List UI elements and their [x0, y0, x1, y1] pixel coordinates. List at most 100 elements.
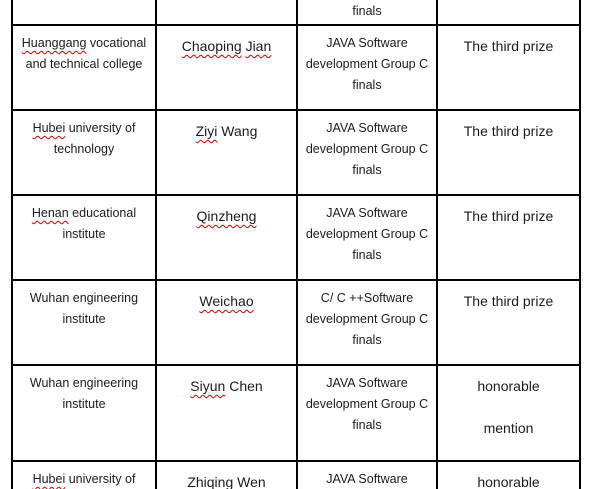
cell-line: C/ C ++Software [299, 288, 435, 309]
cell-line: and technical college [14, 54, 154, 75]
word: Chen [225, 378, 263, 394]
word: mention [483, 420, 534, 436]
word: development Group C [305, 57, 429, 71]
cell-line: development Group C [299, 394, 435, 415]
cell-prize[interactable]: honorable mention [436, 364, 581, 462]
word: JAVA Software [326, 376, 408, 390]
table-body: finals Huanggang vocational and technical… [11, 0, 581, 489]
word: institute [62, 397, 106, 411]
cell-line: Zhiqing Wen [158, 472, 295, 489]
results-table-wrap: finals Huanggang vocational and technical… [11, 0, 581, 489]
cell-college[interactable]: Henan educational institute [11, 194, 157, 281]
table-row: Wuhan engineering institute Siyun Chen JAVA… [11, 364, 581, 462]
misspelled-word: Ziyi [195, 123, 218, 139]
misspelled-word: Chaoping [181, 38, 242, 54]
cell-line: Wuhan engineering [14, 288, 154, 309]
cell-college[interactable]: Hubei university of technology [11, 109, 157, 196]
table-row: Wuhan engineering institute Weichao C/ C ++… [11, 279, 581, 366]
word: C/ C ++Software [320, 291, 414, 305]
cell-line: JAVA Software [299, 118, 435, 139]
cell-line: JAVA Software [299, 373, 435, 394]
cell-line: JAVA Software [299, 33, 435, 54]
cell-college[interactable]: Wuhan engineering institute [11, 279, 157, 366]
word: finals [352, 163, 382, 177]
word: finals [352, 248, 382, 262]
cell-name[interactable]: Zhiqing Wen [155, 460, 298, 489]
cell-line: Qinzheng [158, 206, 295, 227]
cell-prize[interactable]: The third prize [436, 24, 581, 111]
cell-name[interactable]: Chaoping Jian [155, 24, 298, 111]
cell-line: Chaoping Jian [158, 36, 295, 57]
misspelled-word: Huanggang [21, 36, 87, 50]
cell-line: technology [14, 139, 154, 160]
word: The third prize [463, 208, 554, 224]
cell-name[interactable]: Ziyi Wang [155, 109, 298, 196]
word: finals [352, 333, 382, 347]
word: JAVA Software [326, 121, 408, 135]
cell-line: Hubei university of [14, 118, 154, 139]
cell-line: development Group C [299, 54, 435, 75]
cell-name[interactable] [155, 0, 298, 26]
word: vocational [86, 36, 147, 50]
cell-category[interactable]: JAVA Software development Group C finals [296, 24, 438, 111]
cell-name[interactable]: Qinzheng [155, 194, 298, 281]
cell-college[interactable] [11, 0, 157, 26]
word: Wen [233, 474, 266, 489]
word: honorable [477, 474, 540, 489]
table-row: Henan educational institute Qinzheng JAVA S… [11, 194, 581, 281]
cell-line: finals [299, 160, 435, 181]
cell-line: development Group C [299, 224, 435, 245]
word: development Group C [305, 397, 429, 411]
word: honorable [477, 378, 540, 394]
word: development Group C [305, 227, 429, 241]
cell-line: honorable [439, 376, 578, 397]
cell-prize[interactable]: The third prize [436, 109, 581, 196]
cell-college[interactable]: Huanggang vocational and technical colleg… [11, 24, 157, 111]
cell-prize[interactable] [436, 0, 581, 26]
cell-category[interactable]: JAVA Software development Group C finals [296, 109, 438, 196]
cell-line: Wuhan engineering [14, 373, 154, 394]
word: JAVA Software [326, 36, 408, 50]
word: university of [65, 121, 136, 135]
misspelled-word: Henan [31, 206, 69, 220]
cell-line: finals [299, 1, 435, 22]
cell-name[interactable]: Weichao [155, 279, 298, 366]
table-row: Huanggang vocational and technical colleg… [11, 24, 581, 111]
misspelled-word: Jian [245, 38, 272, 54]
cell-line: development Group C [299, 139, 435, 160]
cell-prize[interactable]: The third prize [436, 194, 581, 281]
cell-category[interactable]: finals [296, 0, 438, 26]
word: university of [65, 472, 136, 486]
word: technology [53, 142, 115, 156]
word: JAVA Software [326, 472, 408, 486]
cell-line: Weichao [158, 291, 295, 312]
cell-line: The third prize [439, 121, 578, 142]
word: JAVA Software [326, 206, 408, 220]
cell-line: The third prize [439, 291, 578, 312]
cell-prize[interactable]: honorable mention [436, 460, 581, 489]
cell-category[interactable]: JAVA Software development Group C finals [296, 194, 438, 281]
word: Wang [217, 123, 258, 139]
word: institute [62, 312, 106, 326]
misspelled-word: Siyun [190, 378, 226, 394]
cell-line: institute [14, 224, 154, 245]
word: development Group C [305, 312, 429, 326]
word: educational [68, 206, 137, 220]
word: The third prize [463, 293, 554, 309]
cell-name[interactable]: Siyun Chen [155, 364, 298, 462]
word: Wuhan engineering [29, 376, 139, 390]
word: finals [352, 4, 382, 18]
misspelled-word: Qinzheng [196, 208, 257, 224]
cell-line: institute [14, 309, 154, 330]
cell-prize[interactable]: The third prize [436, 279, 581, 366]
misspelled-word: Hubei [32, 472, 66, 486]
word: finals [352, 78, 382, 92]
cell-line: finals [299, 75, 435, 96]
cell-college[interactable]: Wuhan engineering institute [11, 364, 157, 462]
cell-category[interactable]: C/ C ++Software development Group C finals [296, 279, 438, 366]
cell-line: Henan educational [14, 203, 154, 224]
